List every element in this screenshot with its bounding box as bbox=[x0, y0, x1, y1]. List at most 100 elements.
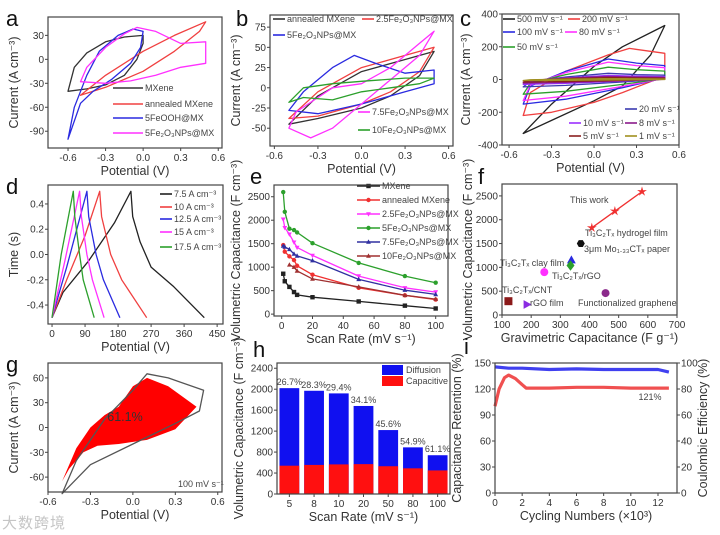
legend-label: 10Fe₂O₃NPs@MX bbox=[382, 251, 456, 261]
y2-tick-label: 60 bbox=[681, 411, 693, 422]
x-tick-label: -0.3 bbox=[97, 153, 115, 164]
bar-capacitive bbox=[279, 465, 300, 494]
panel-f: f This work Ti₃C₂Tₓ hydrogel film 3μm Mo₁.₃… bbox=[461, 159, 686, 345]
legend-label: 8 mV s⁻¹ bbox=[639, 118, 675, 128]
data-point-marker bbox=[287, 254, 292, 259]
data-point-marker bbox=[294, 268, 300, 273]
y-axis-title: Time (s) bbox=[7, 232, 21, 277]
panel-g: g 61.1% 100 mV s⁻¹ -0.6 -0.3 0.0 0.3 0.6 60 30 0 -3… bbox=[6, 352, 225, 522]
data-point-marker bbox=[282, 209, 287, 214]
data-point-marker bbox=[637, 186, 647, 196]
x-tick-label: 300 bbox=[552, 320, 569, 331]
y-tick-label: 1000 bbox=[476, 263, 499, 274]
legend-marker bbox=[366, 197, 371, 203]
y-tick-label: 0 bbox=[260, 83, 266, 94]
x-tick-label: 10 bbox=[333, 499, 345, 510]
legend-label: 10 mV s⁻¹ bbox=[583, 118, 624, 128]
panel-label: c bbox=[460, 6, 471, 31]
series-1-curve bbox=[288, 46, 435, 120]
x-tick-label: 0.3 bbox=[174, 153, 188, 164]
y-tick-label: 120 bbox=[474, 385, 491, 396]
legend-label: 20 mV s⁻¹ bbox=[639, 104, 680, 114]
point-annotation: Ti₃C₂Tₓ hydrogel film bbox=[585, 228, 668, 238]
legend-label: annealed MXene bbox=[287, 14, 355, 24]
y-tick-label: 400 bbox=[256, 469, 273, 480]
series-1-curve bbox=[79, 21, 207, 96]
legend-label: annealed MXene bbox=[382, 195, 450, 205]
data-point-marker bbox=[402, 303, 408, 308]
x-tick-label: 100 bbox=[427, 321, 444, 332]
y-axis-title: Current (A cm⁻³) bbox=[229, 34, 243, 126]
x-tick-label: 8 bbox=[601, 498, 607, 509]
y2-axis-title: Coulombic Efficiency (%) bbox=[696, 359, 710, 498]
y-axis-title: Current (A cm⁻³) bbox=[459, 33, 473, 125]
data-point-marker bbox=[294, 292, 300, 298]
legend-label: 100 mV s⁻¹ bbox=[517, 27, 563, 37]
data-point-marker bbox=[291, 240, 297, 245]
panel-label: g bbox=[6, 352, 18, 377]
legend-label: 5Fe₂O₃NPs@MX bbox=[145, 128, 214, 138]
data-point-marker bbox=[287, 246, 292, 252]
legend-label: 5Fe₂O₃NPs@MX bbox=[287, 30, 356, 40]
bar-percent-label: 26.7% bbox=[277, 377, 303, 387]
data-point-marker bbox=[356, 284, 362, 289]
data-point-marker bbox=[601, 289, 610, 298]
x-tick-label: 0 bbox=[49, 329, 55, 340]
panel-h: h 26.7% 28.3% 29.4% 34.1% 45.6% 54.9%61.1% Diff… bbox=[232, 337, 451, 524]
point-annotation: Ti₃C₂Tₓ/CNT bbox=[502, 285, 553, 295]
series-0-curve bbox=[51, 190, 205, 319]
data-point-marker bbox=[433, 291, 439, 297]
y-tick-label: -90 bbox=[30, 127, 45, 138]
legend-label: 10 A cm⁻³ bbox=[174, 202, 214, 212]
data-point-marker bbox=[310, 241, 315, 246]
y2-tick-label: 100 bbox=[681, 359, 698, 370]
data-point-marker bbox=[310, 276, 315, 281]
x-tick-label: 400 bbox=[581, 320, 598, 331]
x-tick-label: -0.6 bbox=[266, 151, 284, 162]
data-point-marker bbox=[287, 284, 292, 290]
y-tick-label: 0 bbox=[492, 75, 498, 86]
y-tick-label: -25 bbox=[252, 103, 267, 114]
panel-label: f bbox=[478, 164, 485, 189]
bar-percent-label: 28.3% bbox=[301, 380, 327, 390]
bar-percent-label: 34.1% bbox=[351, 395, 377, 405]
x-axis-title: Potential (V) bbox=[101, 164, 170, 178]
x-tick-label: 0.3 bbox=[630, 150, 644, 161]
plot-frame bbox=[494, 362, 678, 494]
x-tick-label: 40 bbox=[338, 321, 350, 332]
legend-label: MXene bbox=[145, 83, 174, 93]
legend-label: Capacitive bbox=[406, 376, 448, 386]
legend-label: 17.5 A cm⁻³ bbox=[174, 242, 221, 252]
x-tick-label: -0.6 bbox=[59, 153, 77, 164]
bar-percent-label: 45.6% bbox=[375, 419, 401, 429]
series-5-curve bbox=[289, 264, 436, 300]
series-1-curve bbox=[51, 190, 148, 319]
x-tick-label: 100 bbox=[429, 499, 446, 510]
y-tick-label: 500 bbox=[253, 286, 270, 297]
legend-label: 7.5 A cm⁻³ bbox=[174, 189, 216, 199]
panel-label: b bbox=[236, 6, 248, 31]
bar-percent-label: 29.4% bbox=[326, 382, 352, 392]
data-point-marker bbox=[310, 258, 315, 263]
x-tick-label: 0.3 bbox=[168, 497, 182, 508]
x-tick-label: 5 bbox=[287, 499, 293, 510]
series-9-curve bbox=[522, 78, 666, 82]
panel-a: a MXene annealed MXene 5FeOOH@MX 5Fe₂O₃NPs@M… bbox=[6, 6, 226, 178]
x-tick-label: 20 bbox=[358, 499, 370, 510]
legend-marker bbox=[366, 212, 371, 217]
point-annotation: This work bbox=[570, 195, 609, 205]
y-tick-label: 25 bbox=[255, 63, 267, 74]
legend-label: Diffusion bbox=[406, 365, 441, 375]
legend-label: annealed MXene bbox=[145, 99, 213, 109]
data-point-marker bbox=[287, 232, 292, 237]
y-tick-label: -30 bbox=[30, 79, 45, 90]
panel-label: i bbox=[464, 334, 469, 359]
data-point-marker bbox=[281, 189, 286, 195]
x-axis-title: Gravimetric Capacitance (F g⁻¹) bbox=[501, 331, 678, 345]
x-tick-label: 10 bbox=[625, 498, 637, 509]
x-tick-label: 450 bbox=[209, 329, 226, 340]
data-point-marker bbox=[433, 280, 438, 285]
data-point-marker bbox=[567, 255, 576, 264]
x-axis-title: Scan Rate (mV s⁻¹) bbox=[309, 510, 418, 524]
data-point-marker bbox=[523, 300, 532, 309]
